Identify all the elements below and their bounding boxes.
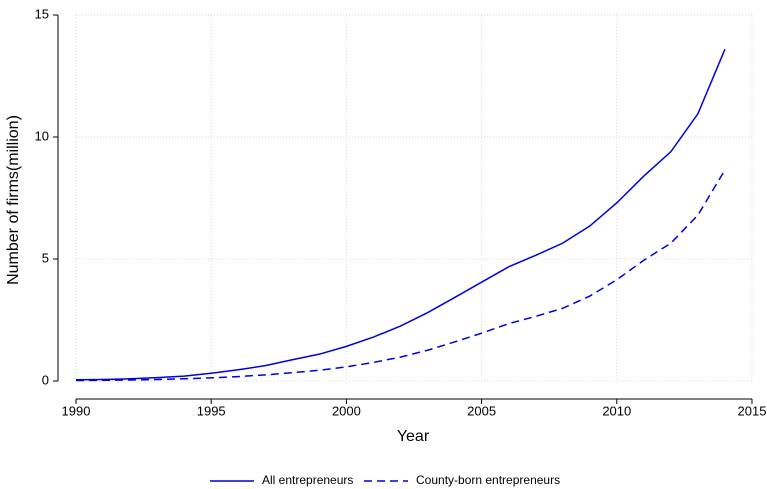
legend-label: County-born entrepreneurs xyxy=(416,473,560,487)
y-axis-title: Number of firms(million) xyxy=(5,115,22,285)
series-line xyxy=(75,48,726,381)
x-tick-label: 2000 xyxy=(332,403,361,418)
y-tick-label: 10 xyxy=(35,128,49,143)
x-tick-label: 2010 xyxy=(602,403,631,418)
x-tick-label: 1995 xyxy=(197,403,226,418)
x-tick-label: 2015 xyxy=(738,403,767,418)
y-tick-label: 15 xyxy=(35,6,49,21)
x-tick-label: 2005 xyxy=(467,403,496,418)
legend-label: All entrepreneurs xyxy=(262,473,353,487)
x-axis-title: Year xyxy=(397,428,430,445)
y-tick-label: 5 xyxy=(42,250,49,265)
series-line xyxy=(75,169,726,382)
y-tick-label: 0 xyxy=(42,372,49,387)
x-tick-label: 1990 xyxy=(62,403,91,418)
